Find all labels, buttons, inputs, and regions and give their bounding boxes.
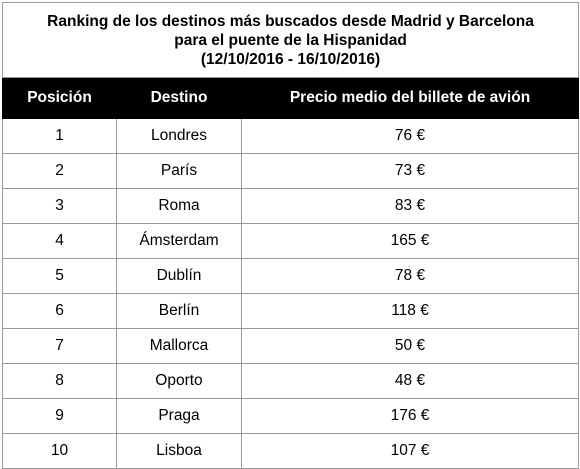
cell-posicion: 9 [2, 398, 117, 434]
cell-destino: Ámsterdam [116, 223, 242, 259]
cell-posicion: 1 [2, 118, 117, 154]
table-row: 2 París 73 € [2, 153, 580, 189]
table-row: 3 Roma 83 € [2, 188, 580, 224]
title-line-2: para el puente de la Hispanidad [174, 31, 407, 49]
table-row: 1 Londres 76 € [2, 118, 580, 154]
cell-destino: Lisboa [116, 433, 242, 469]
cell-precio: 118 € [240, 293, 580, 329]
table-row: 6 Berlín 118 € [2, 293, 580, 329]
title-line-1: Ranking de los destinos más buscados des… [47, 12, 534, 30]
table-row: 8 Oporto 48 € [2, 363, 580, 399]
cell-posicion: 4 [2, 223, 117, 259]
cell-destino: Mallorca [116, 328, 242, 364]
column-header-precio: Precio medio del billete de avión [240, 77, 580, 119]
cell-destino: Dublín [116, 258, 242, 294]
table-row: 7 Mallorca 50 € [2, 328, 580, 364]
cell-destino: Roma [116, 188, 242, 224]
table-row: 10 Lisboa 107 € [2, 433, 580, 469]
cell-destino: Berlín [116, 293, 242, 329]
cell-precio: 107 € [240, 433, 580, 469]
cell-destino: Praga [116, 398, 242, 434]
cell-posicion: 5 [2, 258, 117, 294]
cell-posicion: 10 [2, 433, 117, 469]
title-line-3: (12/10/2016 - 16/10/2016) [200, 50, 381, 68]
cell-posicion: 8 [2, 363, 117, 399]
header-row: Posición Destino Precio medio del billet… [2, 77, 580, 119]
cell-precio: 50 € [240, 328, 580, 364]
cell-precio: 83 € [240, 188, 580, 224]
cell-destino: París [116, 153, 242, 189]
table-title: Ranking de los destinos más buscados des… [1, 2, 580, 78]
cell-precio: 165 € [240, 223, 580, 259]
cell-posicion: 3 [2, 188, 117, 224]
table-row: 5 Dublín 78 € [2, 258, 580, 294]
table-row: 4 Ámsterdam 165 € [2, 223, 580, 259]
cell-precio: 76 € [240, 118, 580, 154]
cell-destino: Oporto [116, 363, 242, 399]
column-header-posicion: Posición [2, 77, 117, 119]
cell-precio: 73 € [240, 153, 580, 189]
table-row: 9 Praga 176 € [2, 398, 580, 434]
title-row: Ranking de los destinos más buscados des… [1, 2, 580, 78]
cell-posicion: 7 [2, 328, 117, 364]
cell-precio: 176 € [240, 398, 580, 434]
cell-precio: 78 € [240, 258, 580, 294]
column-header-destino: Destino [116, 77, 242, 119]
cell-destino: Londres [116, 118, 242, 154]
cell-posicion: 6 [2, 293, 117, 329]
cell-posicion: 2 [2, 153, 117, 189]
cell-precio: 48 € [240, 363, 580, 399]
